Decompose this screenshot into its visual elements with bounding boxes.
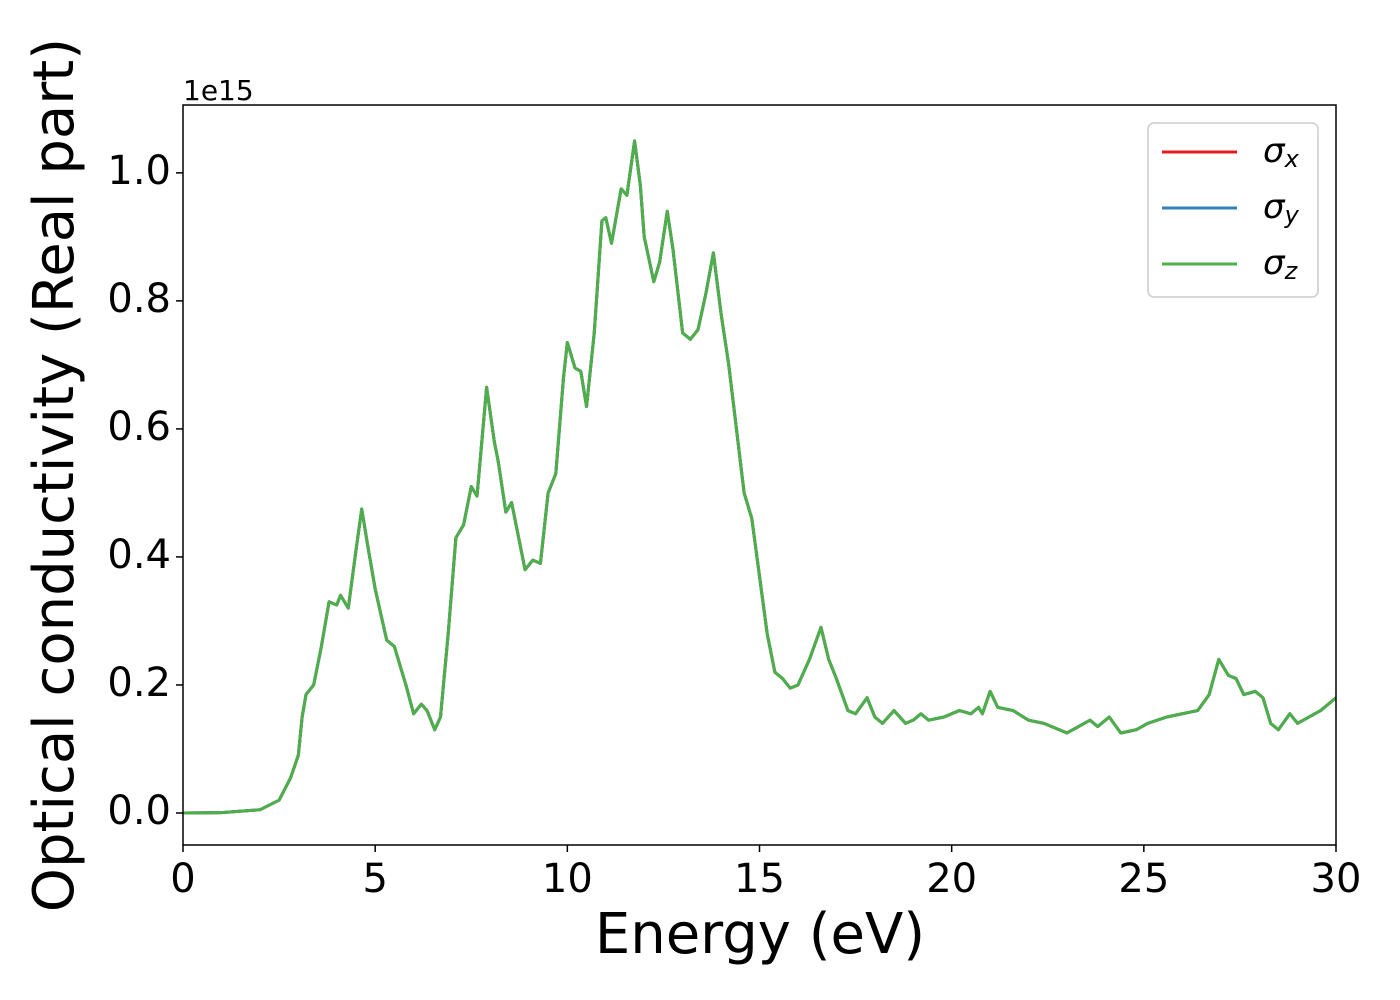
legend-label: σx — [1263, 131, 1300, 174]
y-tick-label: 0.2 — [107, 660, 171, 706]
legend-frame — [1147, 122, 1319, 298]
legend-label: σy — [1263, 187, 1300, 230]
x-axis-label: Energy (eV) — [595, 902, 925, 967]
y-tick-label: 0.8 — [107, 276, 171, 322]
x-tick-label: 30 — [1311, 856, 1362, 902]
x-tick-label: 25 — [1118, 856, 1169, 902]
series-line — [183, 139, 1336, 815]
legend-label: σz — [1263, 243, 1299, 286]
y-tick-label: 0.0 — [107, 788, 171, 834]
x-tick-label: 5 — [362, 856, 387, 902]
plot-frame — [182, 104, 1337, 846]
x-tick-label: 15 — [734, 856, 785, 902]
y-tick-label: 0.6 — [107, 404, 171, 450]
x-tick-label: 20 — [926, 856, 977, 902]
y-offset-label: 1e15 — [183, 74, 254, 107]
x-tick-label: 10 — [542, 856, 593, 902]
y-tick-label: 1.0 — [107, 148, 171, 194]
y-tick-label: 0.4 — [107, 532, 171, 578]
x-tick-label: 0 — [170, 856, 195, 902]
y-axis-label: Optical conductivity (Real part) — [22, 38, 87, 912]
